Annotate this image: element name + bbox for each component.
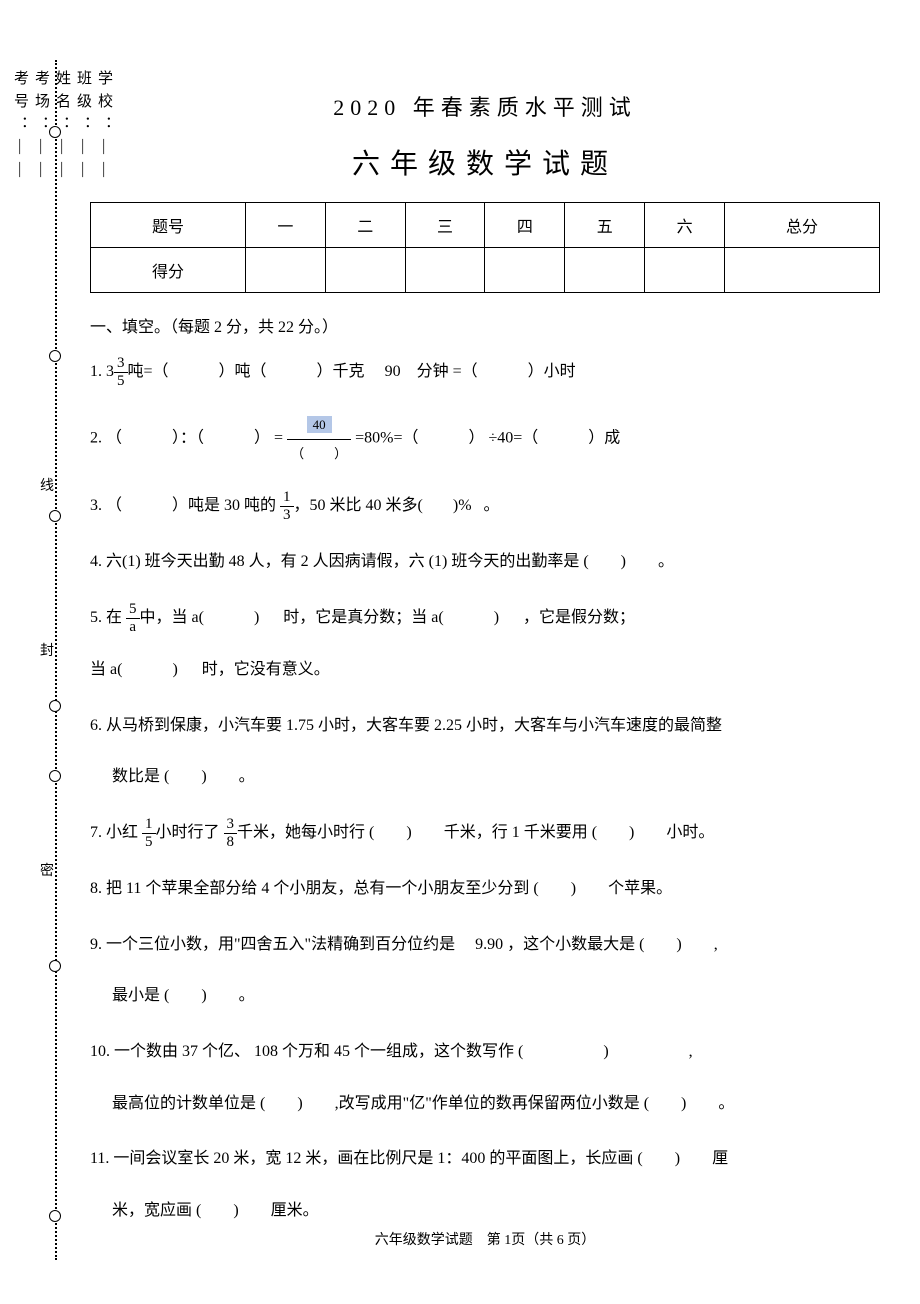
q1-text: ）千克 [317,363,365,380]
section-1-header: 一、填空。（每题 2 分，共 22 分。） [90,313,880,337]
q7-text: 小时行了 [156,824,220,841]
q2-text: ） = [254,430,283,447]
q5-text: 当 a( [90,661,122,678]
question-10: 10. 一个数由 37 个亿、 108 个万和 45 个一组成，这个数写作 ( … [90,1035,880,1120]
fraction-1-5: 15 [142,816,156,850]
q3-text: 3. （ [90,497,122,514]
q6-line2: 数比是 ( ) 。 [90,760,880,794]
q10-line2: 最高位的计数单位是 ( ) ,改写成用"亿"作单位的数再保留两位小数是 ( ) … [90,1087,880,1121]
q5-text: ) [254,609,259,626]
binding-label-name: 姓名：—— [52,70,73,1250]
q1-text: ）小时 [528,363,576,380]
score-label-cell: 得分 [91,248,246,293]
q5-text: 中，当 a( [140,609,204,626]
q9-line1: 9. 一个三位小数，用"四舍五入"法精确到百分位约是 9.90 ，这个小数最大是… [90,928,880,962]
q5-text: ) [494,609,499,626]
q2-text: =80%=（ [355,430,418,447]
score-value-cell [645,248,725,293]
q3-text: ）吨是 30 吨的 [172,497,276,514]
question-5: 5. 在 5a中，当 a() 时，它是真分数；当 a() ，它是假分数； 当 a… [90,601,880,687]
score-value-cell [565,248,645,293]
q2-text: ）成 [588,430,620,447]
score-table: 题号 一 二 三 四 五 六 总分 得分 [90,202,880,293]
q5-line2: 当 a() 时，它没有意义。 [90,653,880,687]
score-table-header-row: 题号 一 二 三 四 五 六 总分 [91,203,880,248]
q2-text: ） ÷40=（ [468,430,538,447]
score-value-cell [245,248,325,293]
q3-text: 。 [484,497,500,514]
fraction-3-5: 35 [114,355,128,389]
binding-label-number: 考号：—— [10,70,31,1250]
q3-text: )% [453,497,472,514]
question-3: 3. （ ）吨是 30 吨的 13，50 米比 40 米多()% 。 [90,489,880,523]
question-2: 2. （ ）：（ ） = 40（） =80%=（ ） ÷40=（ ）成 [90,411,880,467]
score-value-cell [485,248,565,293]
q3-text: ，50 米比 40 米多( [294,497,423,514]
q5-text: 时，它没有意义。 [202,661,330,678]
page-footer: 六年级数学试题 第 1页（共 6 页） [80,1229,890,1249]
question-11: 11. 一间会议室长 20 米，宽 12 米，画在比例尺是 1：400 的平面图… [90,1142,880,1227]
fraction-5-a: 5a [126,601,140,635]
question-8: 8. 把 11 个苹果全部分给 4 个小朋友，总有一个小朋友至少分到 ( ) 个… [90,872,880,906]
q7-text: 7. 小红 [90,824,138,841]
question-1: 1. 335吨=（ ）吨（ ）千克 90 分钟 =（ ）小时 [90,355,880,389]
q2-text: ）：（ [172,430,204,447]
score-header-cell: 三 [405,203,485,248]
score-value-cell [725,248,880,293]
exam-title-main: 2020 年春素质水平测试 [90,90,880,122]
question-7: 7. 小红 15小时行了 38千米，她每小时行 ( ) 千米，行 1 千米要用 … [90,816,880,850]
q1-text: 1. 3 [90,363,114,380]
score-table-score-row: 得分 [91,248,880,293]
q1-text: ）吨（ [219,363,267,380]
score-value-cell [325,248,405,293]
score-header-cell: 总分 [725,203,880,248]
score-header-cell: 题号 [91,203,246,248]
score-header-cell: 六 [645,203,725,248]
q5-text: 5. 在 [90,609,122,626]
fraction-1-3: 13 [280,489,294,523]
binding-label-room: 考场：—— [31,70,52,1250]
exam-title-sub: 六年级数学试题 [90,142,880,182]
highlighted-40: 40 [307,416,332,433]
q6-line1: 6. 从马桥到保康，小汽车要 1.75 小时，大客车要 2.25 小时，大客车与… [90,709,880,743]
q11-line1: 11. 一间会议室长 20 米，宽 12 米，画在比例尺是 1：400 的平面图… [90,1142,880,1176]
q11-line2: 米，宽应画 ( ) 厘米。 [90,1194,880,1228]
question-9: 9. 一个三位小数，用"四舍五入"法精确到百分位约是 9.90 ，这个小数最大是… [90,928,880,1013]
q7-text: 千米，她每小时行 ( ) 千米，行 1 千米要用 ( ) 小时。 [237,824,714,841]
score-header-cell: 五 [565,203,645,248]
score-value-cell [405,248,485,293]
q9-line2: 最小是 ( ) 。 [90,979,880,1013]
q1-text: 90 [385,363,401,380]
q10-line1: 10. 一个数由 37 个亿、 108 个万和 45 个一组成，这个数写作 ( … [90,1035,880,1069]
score-header-cell: 四 [485,203,565,248]
question-6: 6. 从马桥到保康，小汽车要 1.75 小时，大客车要 2.25 小时，大客车与… [90,709,880,794]
q5-text: ) [172,661,177,678]
q1-text: 分钟 =（ [417,363,478,380]
binding-margin: 密 封 线 学校：—— 班级：—— 姓名：—— 考场：—— 考号：—— [0,60,80,1260]
q1-text: 吨=（ [128,363,169,380]
score-header-cell: 二 [325,203,405,248]
q5-text: 时，它是真分数；当 a( [283,609,443,626]
score-header-cell: 一 [245,203,325,248]
fraction-40-blank: 40（） [287,411,351,467]
main-content: 2020 年春素质水平测试 六年级数学试题 题号 一 二 三 四 五 六 总分 … [80,90,890,1249]
fraction-3-8: 38 [224,816,238,850]
question-4: 4. 六(1) 班今天出勤 48 人，有 2 人因病请假，六 (1) 班今天的出… [90,545,880,579]
q2-text: 2. （ [90,430,122,447]
q5-text: ，它是假分数； [523,609,635,626]
